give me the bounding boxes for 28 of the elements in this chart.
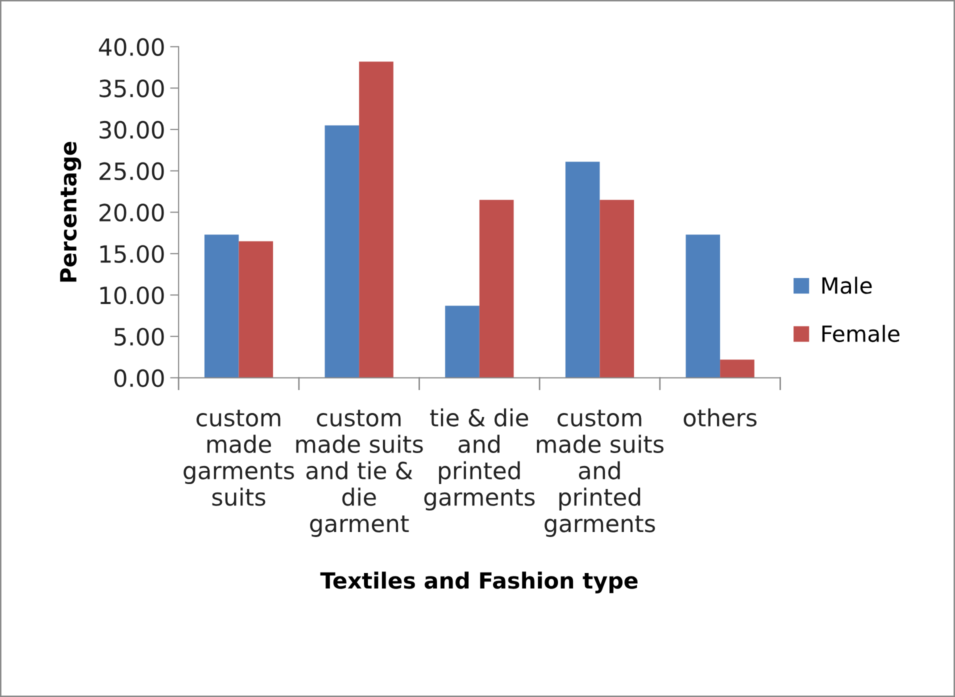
- y-tick-label: 35.00: [100, 80, 164, 98]
- x-tick-label: tie & die and printed garments: [424, 408, 535, 510]
- bar: [238, 241, 274, 378]
- bar: [479, 200, 514, 378]
- legend-label: Female: [822, 324, 900, 342]
- bar: [324, 125, 360, 378]
- bar: [204, 234, 239, 378]
- y-tick-label: 20.00: [100, 204, 164, 222]
- bar: [565, 162, 600, 378]
- x-tick-label: custom made suits and printed garments: [536, 410, 664, 537]
- bar: [686, 234, 720, 378]
- y-tick-label: 30.00: [100, 120, 164, 139]
- bar: [720, 360, 754, 378]
- y-tick-label: 40.00: [98, 38, 164, 56]
- y-tick-label: 10.00: [100, 286, 164, 304]
- x-tick-label: custom made suits and tie & die garment: [296, 410, 423, 537]
- y-axis-title: Percentage: [60, 142, 82, 282]
- bar: [359, 62, 394, 378]
- y-tick-label: 15.00: [100, 245, 164, 263]
- y-tick-label: 5.00: [114, 328, 164, 346]
- y-tick-label: 0.00: [114, 369, 164, 388]
- x-tick-label: custom made garments suits: [184, 410, 294, 506]
- y-tick-label: 25.00: [100, 162, 164, 180]
- x-axis-title: Textiles and Fashion type: [320, 572, 638, 594]
- legend-label: Male: [822, 276, 872, 294]
- bar: [445, 306, 480, 378]
- x-tick-label: others: [684, 408, 757, 427]
- bar: [600, 200, 634, 378]
